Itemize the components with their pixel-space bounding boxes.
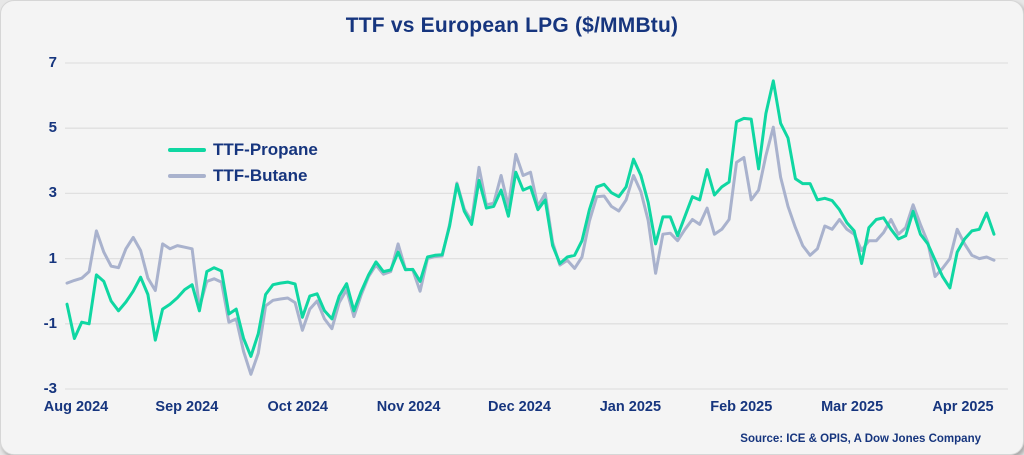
y-tick-label: 5 — [48, 119, 57, 137]
legend-label-propane: TTF-Propane — [213, 140, 318, 159]
y-tick-label: -3 — [43, 380, 57, 397]
propane-line-swatch — [168, 148, 206, 152]
chart-legend: TTF-Propane TTF-Butane — [168, 137, 318, 189]
source-attribution: Source: ICE & OPIS, A Dow Jones Company — [740, 433, 981, 445]
legend-item-propane: TTF-Propane — [168, 137, 318, 163]
x-tick-label: Feb 2025 — [710, 399, 773, 415]
legend-label-butane: TTF-Butane — [213, 166, 308, 185]
x-tick-label: Mar 2025 — [821, 399, 884, 415]
y-tick-label: 3 — [48, 184, 57, 202]
y-tick-label: 1 — [48, 249, 57, 267]
series-line-ttf-butane — [65, 125, 996, 376]
x-tick-label: Sep 2024 — [155, 399, 219, 415]
y-tick-label: -1 — [43, 314, 57, 332]
butane-line-swatch — [168, 174, 206, 178]
legend-item-butane: TTF-Butane — [168, 163, 318, 189]
x-tick-label: Aug 2024 — [43, 399, 109, 415]
y-tick-label: 7 — [48, 54, 57, 71]
x-tick-label: Oct 2024 — [267, 399, 328, 415]
chart-title: TTF vs European LPG ($/MMBtu) — [345, 14, 679, 37]
x-tick-label: Jan 2025 — [599, 399, 662, 415]
x-tick-label: Apr 2025 — [932, 399, 994, 415]
x-tick-label: Dec 2024 — [488, 399, 551, 415]
x-tick-label: Nov 2024 — [376, 399, 441, 415]
series-line-ttf-propane — [65, 79, 996, 358]
